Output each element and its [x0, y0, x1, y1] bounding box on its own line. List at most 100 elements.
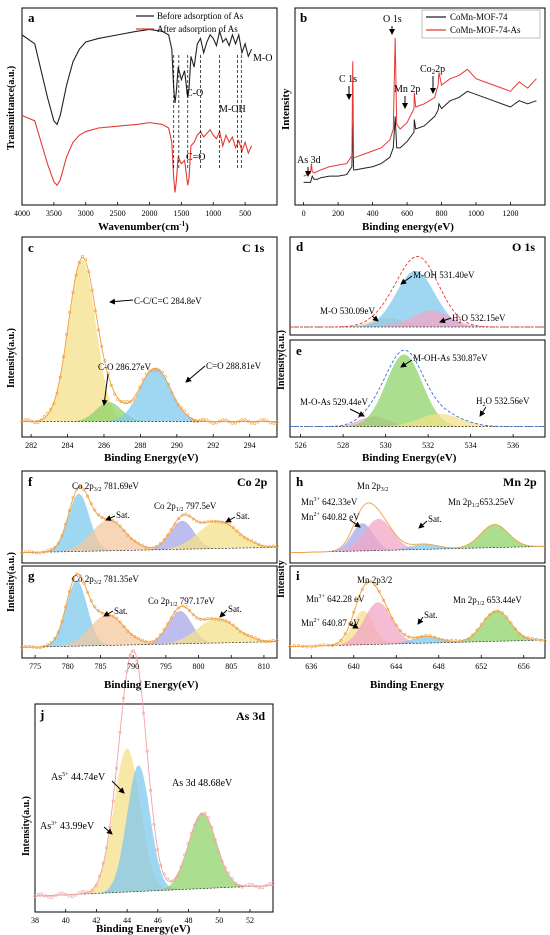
f-raw-point [166, 533, 170, 537]
a-legend-after: After adsorption of As [157, 24, 238, 34]
j-raw-point [43, 894, 47, 898]
c-raw-point [259, 418, 263, 422]
g-x-tick-label: 805 [225, 662, 237, 671]
c-raw-point [61, 355, 65, 359]
f-pointer-sat-2 [225, 516, 236, 523]
panel-e-frame [289, 339, 546, 438]
a-x-tick-label: 1500 [173, 209, 189, 218]
j-raw-point [138, 680, 142, 684]
g-raw-point [35, 646, 39, 650]
c-x-label: Binding Energy(eV) [104, 452, 199, 464]
g-raw-point [250, 634, 254, 638]
e-x-tick-label: 532 [422, 441, 434, 450]
g-label-co2p12: Co 2p1/2 797.17eV [148, 596, 215, 608]
panel-i-frame [289, 565, 546, 659]
c-raw-point [30, 419, 34, 423]
g-raw-point [97, 609, 101, 613]
b-series-1 [303, 37, 537, 177]
j-raw-point [251, 883, 255, 887]
g-raw-point [71, 577, 75, 581]
c-raw-point [205, 418, 209, 422]
f-raw-point [158, 541, 162, 545]
g-pointer-sat-1 [103, 610, 114, 617]
f-raw-point [275, 544, 279, 548]
i-raw-point [441, 638, 445, 642]
e-x-tick-label: 526 [295, 441, 307, 450]
d-envelope [290, 256, 545, 328]
f-raw-point [239, 533, 243, 537]
j-raw-point [60, 891, 64, 895]
j-raw-point [101, 861, 105, 865]
g-raw-point [151, 640, 155, 644]
g-raw-point [257, 638, 261, 642]
c-raw-point [125, 400, 129, 404]
g-sat-1: Sat. [114, 606, 128, 616]
i-raw-point [360, 588, 364, 592]
f-raw-point [111, 519, 115, 523]
g-raw-point [45, 643, 49, 647]
i-raw-point [471, 633, 475, 637]
c-raw-point [141, 378, 145, 382]
g-raw-point [264, 640, 268, 644]
f-raw-point [173, 522, 177, 526]
f-raw-point [71, 496, 75, 500]
g-raw-point [169, 616, 173, 620]
j-raw-point [237, 885, 241, 889]
a-series-before [21, 28, 253, 126]
b-legend-box [421, 9, 541, 39]
j-raw-point [213, 838, 217, 842]
i-raw-point [496, 609, 500, 613]
de-y-label: Intensity(a.u.) [276, 330, 287, 390]
f-raw-point [89, 502, 93, 506]
i-raw-point [309, 645, 313, 649]
j-raw-point [87, 891, 91, 895]
j-raw-point [193, 823, 197, 827]
hi-y-label: Intensity [276, 560, 287, 598]
d-peak-2 [290, 310, 545, 327]
c-raw-point [33, 421, 37, 425]
g-raw-point [56, 630, 60, 634]
j-raw-point [183, 853, 187, 857]
panel-letter-j: j [39, 707, 44, 722]
j-raw-point [271, 881, 275, 885]
j-raw-point [36, 892, 40, 896]
f-raw-point [257, 543, 261, 547]
i-raw-point [394, 623, 398, 627]
g-raw-point [180, 604, 184, 608]
f-raw-point [60, 534, 64, 538]
b-x-tick-label: 1200 [503, 209, 519, 218]
j-raw-point [142, 711, 146, 715]
i-raw-point [407, 635, 411, 639]
i-raw-point [445, 639, 449, 643]
f-raw-point [202, 520, 206, 524]
b-legend-2: CoMn-MOF-74-As [450, 25, 521, 35]
i-raw-point [432, 635, 436, 639]
c-raw-point [39, 418, 43, 422]
a-legend-before: Before adsorption of As [157, 11, 244, 21]
e-x-tick-label: 536 [507, 441, 519, 450]
g-pointer-sat-2 [219, 609, 228, 618]
f-raw-point [253, 541, 257, 545]
i-label-mn2: Mn2+ 640.87 eV [301, 618, 360, 628]
b-x-tick-label: 800 [436, 209, 448, 218]
j-raw-point [244, 884, 248, 888]
j-raw-point [227, 871, 231, 875]
g-raw-point [122, 625, 126, 629]
c-raw-point [262, 418, 266, 422]
i-raw-point [403, 633, 407, 637]
f-raw-point [148, 546, 152, 550]
c-label-ceo: C=O 288.81eV [206, 361, 262, 371]
panel-letter-e: e [296, 343, 302, 358]
i-x-tick-label: 648 [433, 662, 445, 671]
g-raw-point [239, 630, 243, 634]
i-raw-point [500, 611, 504, 615]
h-pointer-mn2 [349, 519, 361, 528]
f-peak-1 [22, 520, 277, 553]
j-x-tick-label: 46 [154, 916, 162, 925]
h-envelope [289, 502, 546, 554]
e-peak-1 [290, 354, 545, 427]
h-title: Mn 2p [503, 475, 537, 489]
i-raw-point [296, 644, 300, 648]
j-label-as3: As3+ 43.99eV [40, 821, 95, 832]
i-raw-point [543, 639, 547, 643]
